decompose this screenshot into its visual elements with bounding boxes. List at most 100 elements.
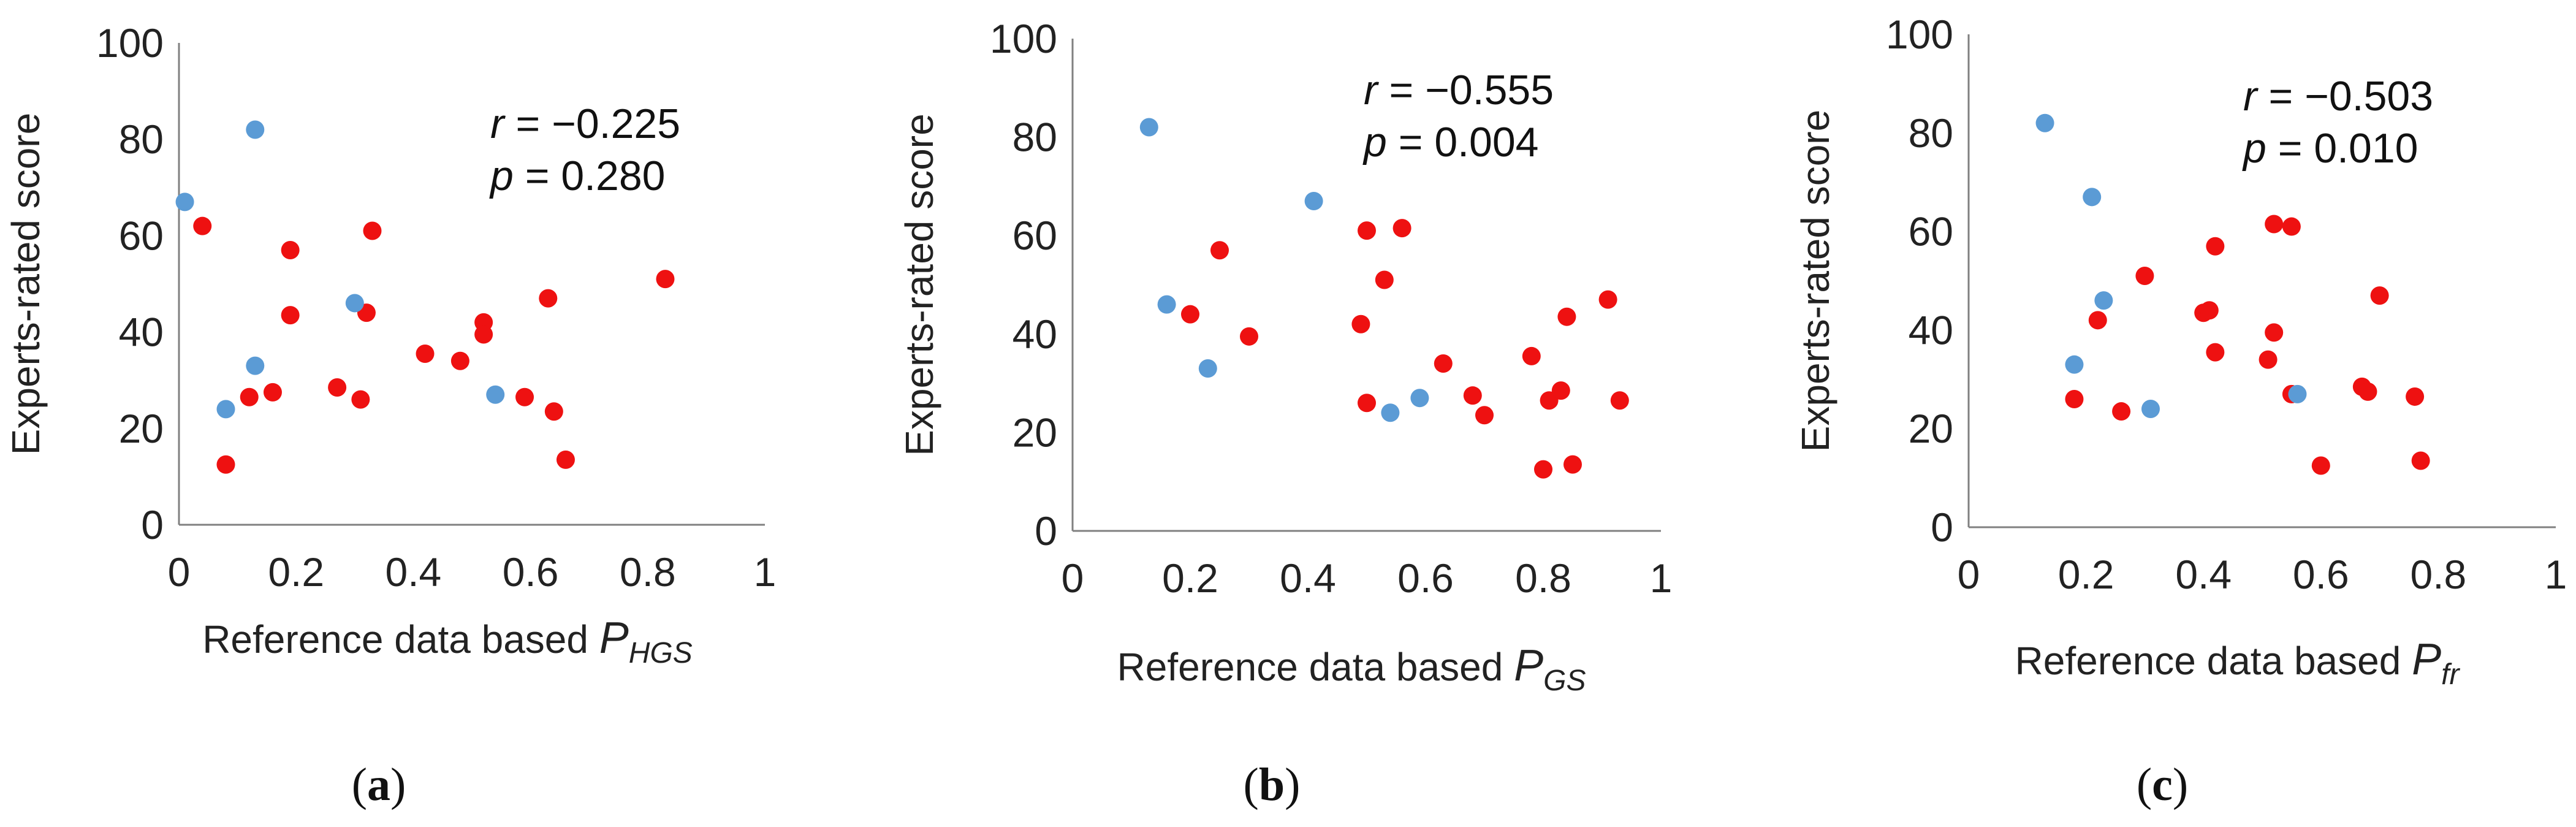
panel-letter: a — [367, 759, 390, 810]
red-data-point — [2406, 387, 2425, 406]
y-tick-label: 80 — [1909, 110, 1953, 156]
x-tick-label: 0.2 — [268, 549, 324, 595]
stat-p-value: = 0.004 — [1387, 119, 1539, 166]
red-data-point — [1522, 346, 1541, 365]
x-tick-label: 0.4 — [2175, 552, 2232, 597]
y-tick-label: 40 — [1013, 311, 1057, 357]
x-axis-title: Reference data based Pfr — [2015, 635, 2461, 691]
stat-r-symbol: r — [490, 101, 506, 147]
x-axis-title: Reference data based PHGS — [202, 614, 693, 669]
red-data-point — [2358, 382, 2377, 401]
y-tick-label: 100 — [96, 20, 164, 66]
blue-data-point — [1157, 295, 1176, 314]
panel-letter: b — [1259, 759, 1285, 810]
stat-p-value: = 0.010 — [2266, 125, 2418, 172]
y-tick-labels: 0 20 40 60 80 100 — [1886, 12, 1953, 550]
y-tick-labels: 0 20 40 60 80 100 — [990, 16, 1057, 554]
blue-data-point — [1139, 118, 1158, 137]
y-tick-label: 80 — [119, 116, 164, 162]
p-value: p = 0.010 — [2242, 125, 2418, 172]
stat-r-symbol: r — [1364, 67, 1379, 113]
correlation-r: r = −0.503 — [2243, 73, 2433, 120]
blue-data-point — [2035, 113, 2054, 132]
blue-data-point — [246, 120, 265, 139]
red-data-point — [1181, 305, 1199, 324]
y-tick-label: 0 — [141, 502, 164, 547]
stat-p-symbol: p — [2242, 125, 2266, 172]
panel-c: 0 20 40 60 80 100 0 0.2 0.4 0.6 0.8 1 Experts-rate… — [1793, 12, 2567, 810]
x-axis-title-subscript: HGS — [629, 637, 693, 669]
y-tick-label: 60 — [1909, 209, 1953, 254]
red-data-point — [1598, 290, 1617, 309]
y-tick-label: 40 — [119, 310, 164, 355]
x-axis-title-subscript: fr — [2441, 658, 2460, 691]
correlation-r: r = −0.225 — [490, 101, 680, 147]
red-data-point — [474, 325, 493, 344]
blue-data-point — [1381, 403, 1400, 422]
x-tick-labels: 0 0.2 0.4 0.6 0.8 1 — [1958, 552, 2567, 597]
p-value: p = 0.280 — [489, 153, 666, 199]
x-tick-label: 0.2 — [2058, 552, 2114, 597]
stat-r-value: = −0.225 — [504, 101, 680, 147]
blue-data-point — [2288, 384, 2307, 403]
blue-data-point — [2141, 400, 2160, 419]
red-data-point — [2206, 237, 2225, 256]
blue-data-point — [2094, 291, 2113, 310]
blue-data-point — [1198, 359, 1217, 378]
red-data-point — [450, 351, 469, 370]
x-tick-labels: 0 0.2 0.4 0.6 0.8 1 — [1062, 555, 1673, 601]
blue-data-point — [2083, 188, 2102, 207]
red-data-point — [351, 390, 370, 409]
y-tick-label: 20 — [1909, 406, 1953, 451]
x-tick-label: 0.6 — [1397, 555, 1454, 601]
blue-data-point — [246, 356, 265, 375]
y-axis-title: Experts-rated score — [4, 113, 48, 455]
red-data-point — [1534, 460, 1552, 479]
red-data-point — [515, 387, 534, 406]
red-data-point — [2259, 350, 2278, 369]
x-tick-label: 0.4 — [1280, 555, 1336, 601]
y-tick-label: 0 — [1931, 505, 1953, 550]
x-tick-label: 0 — [168, 549, 191, 595]
y-axis-title: Experts-rated score — [897, 113, 941, 455]
y-tick-label: 20 — [1013, 410, 1057, 455]
red-data-point — [1351, 314, 1370, 333]
red-data-point — [1240, 327, 1258, 346]
x-axis-title-prefix: Reference data based — [2015, 639, 2412, 683]
red-data-point — [2088, 311, 2107, 330]
data-points — [1139, 118, 1629, 479]
red-data-point — [281, 240, 300, 259]
red-data-point — [2282, 217, 2301, 236]
x-axis-title-variable: P — [599, 614, 629, 663]
x-tick-label: 0.6 — [2293, 552, 2349, 597]
x-axis-title-variable: P — [1514, 641, 1543, 690]
red-data-point — [281, 306, 300, 325]
data-points — [2035, 113, 2430, 475]
correlation-r: r = −0.555 — [1364, 67, 1554, 113]
stat-r-value: = −0.555 — [1378, 67, 1554, 113]
x-tick-label: 0.8 — [2411, 552, 2467, 597]
p-value: p = 0.004 — [1362, 119, 1539, 166]
red-data-point — [1434, 354, 1453, 373]
red-data-point — [544, 402, 563, 421]
red-data-point — [1358, 221, 1376, 240]
stat-r-value: = −0.503 — [2257, 73, 2433, 120]
blue-data-point — [1410, 389, 1429, 408]
panel-b: 0 20 40 60 80 100 0 0.2 0.4 0.6 0.8 1 Experts-rate… — [897, 16, 1672, 810]
x-axis-title-variable: P — [2412, 635, 2441, 684]
red-data-point — [2112, 402, 2131, 421]
x-axis-title-subscript: GS — [1543, 665, 1586, 697]
red-data-point — [1463, 386, 1482, 405]
x-axis-title-prefix: Reference data based — [1117, 645, 1514, 689]
red-data-point — [1375, 270, 1394, 289]
blue-data-point — [486, 385, 505, 404]
panel-letter: c — [2152, 759, 2173, 810]
panel-label: (a) — [352, 759, 406, 810]
y-axis-title: Experts-rated score — [1793, 110, 1837, 452]
y-tick-label: 80 — [1013, 115, 1057, 160]
red-data-point — [2265, 215, 2284, 234]
red-data-point — [2265, 323, 2284, 342]
x-tick-label: 1 — [1650, 555, 1673, 601]
red-data-point — [193, 216, 212, 235]
